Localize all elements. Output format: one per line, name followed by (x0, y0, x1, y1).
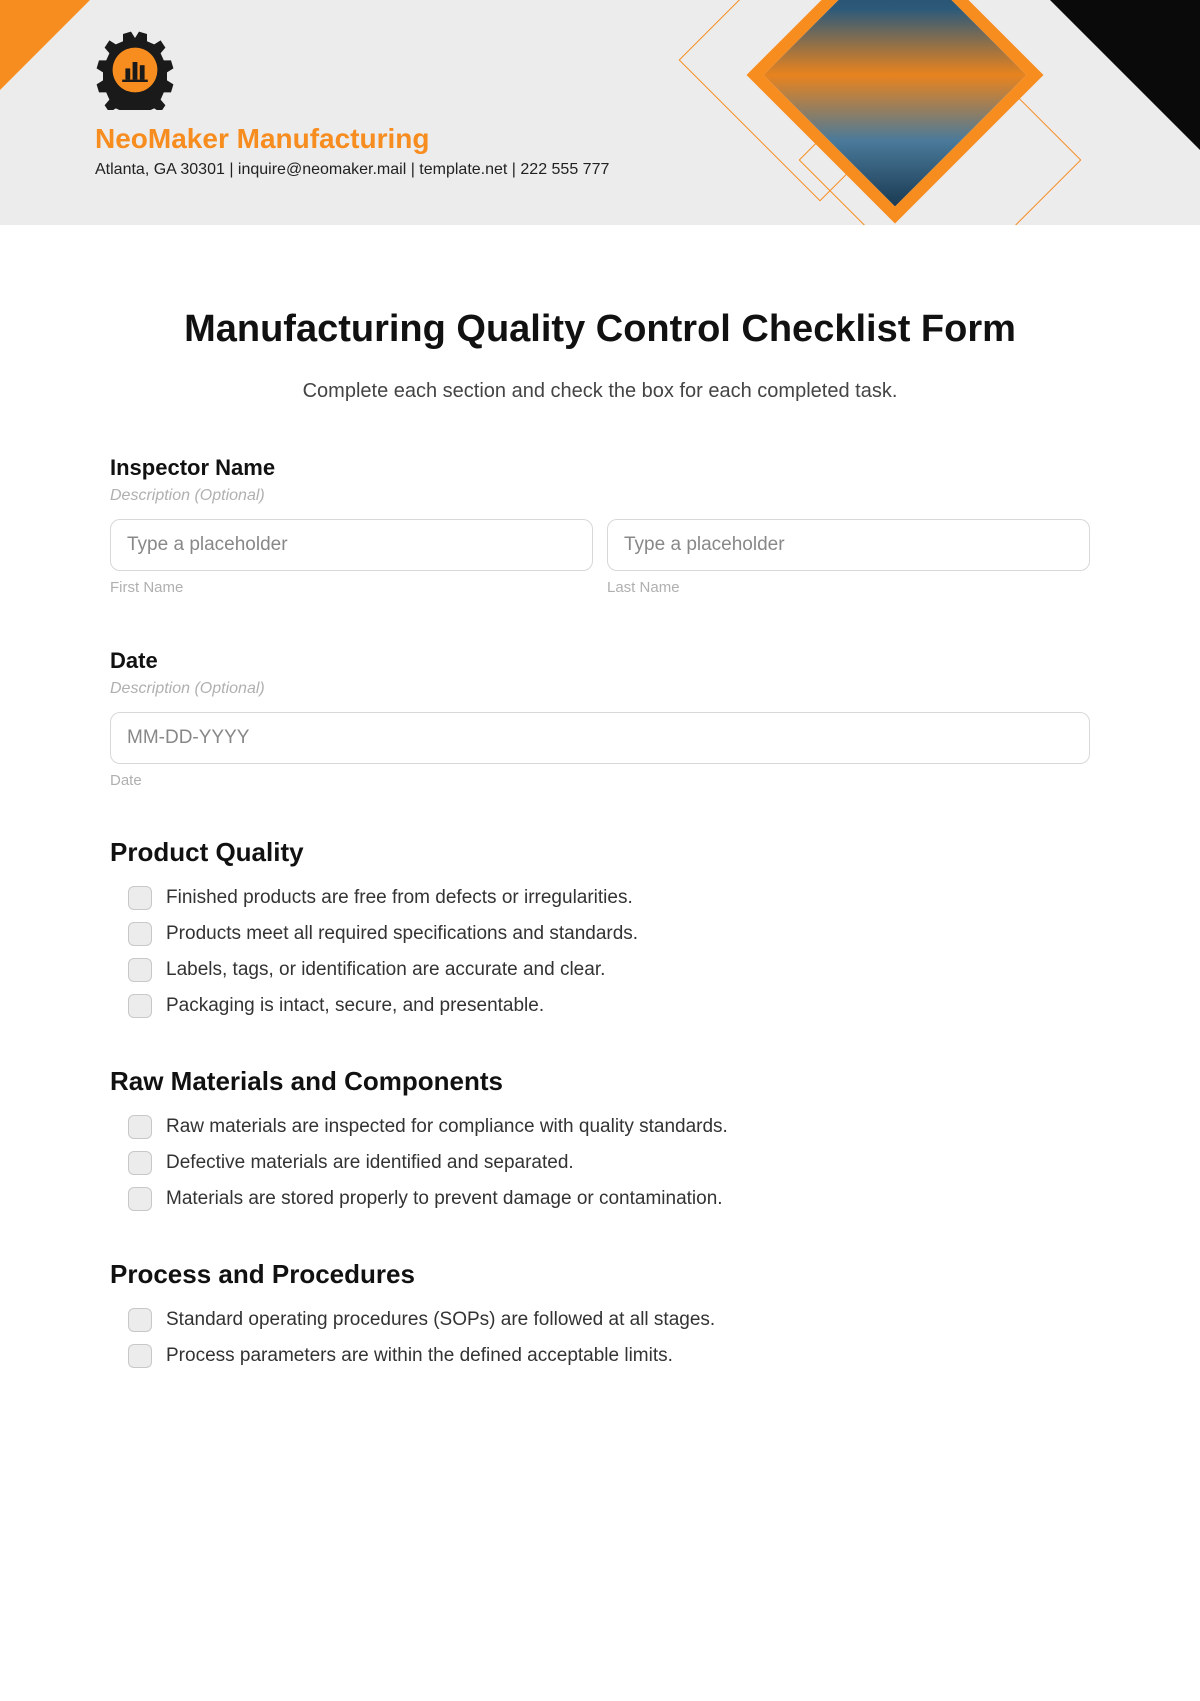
checklist-text: Packaging is intact, secure, and present… (166, 995, 544, 1017)
date-input[interactable] (110, 712, 1090, 764)
date-sublabel: Date (110, 772, 1090, 789)
logo-block: NeoMaker Manufacturing Atlanta, GA 30301… (95, 30, 609, 179)
checklist-item: Process parameters are within the define… (128, 1344, 1090, 1368)
product-quality-checklist: Finished products are free from defects … (110, 886, 1090, 1018)
form-content: Manufacturing Quality Control Checklist … (0, 225, 1200, 1420)
field-label: Date (110, 648, 1090, 674)
checklist-text: Process parameters are within the define… (166, 1345, 673, 1367)
decor-triangle-top-right (1050, 0, 1200, 150)
checklist-text: Labels, tags, or identification are accu… (166, 959, 605, 981)
checkbox[interactable] (128, 886, 152, 910)
checkbox[interactable] (128, 994, 152, 1018)
checklist-item: Standard operating procedures (SOPs) are… (128, 1308, 1090, 1332)
field-label: Inspector Name (110, 455, 1090, 481)
checklist-text: Products meet all required specification… (166, 923, 638, 945)
checklist-item: Raw materials are inspected for complian… (128, 1115, 1090, 1139)
section-title-product-quality: Product Quality (110, 837, 1090, 868)
checkbox[interactable] (128, 1151, 152, 1175)
checklist-text: Finished products are free from defects … (166, 887, 633, 909)
checkbox[interactable] (128, 922, 152, 946)
checkbox[interactable] (128, 958, 152, 982)
checkbox[interactable] (128, 1308, 152, 1332)
checkbox[interactable] (128, 1187, 152, 1211)
checklist-item: Materials are stored properly to prevent… (128, 1187, 1090, 1211)
decor-triangle-top-left (0, 0, 90, 90)
checklist-text: Standard operating procedures (SOPs) are… (166, 1309, 715, 1331)
checklist-text: Materials are stored properly to prevent… (166, 1188, 723, 1210)
checklist-item: Packaging is intact, secure, and present… (128, 994, 1090, 1018)
checklist-item: Defective materials are identified and s… (128, 1151, 1090, 1175)
header: NeoMaker Manufacturing Atlanta, GA 30301… (0, 0, 1200, 225)
checkbox[interactable] (128, 1115, 152, 1139)
raw-materials-checklist: Raw materials are inspected for complian… (110, 1115, 1090, 1211)
company-info: Atlanta, GA 30301 | inquire@neomaker.mai… (95, 161, 609, 179)
first-name-input[interactable] (110, 519, 593, 571)
checklist-item: Products meet all required specification… (128, 922, 1090, 946)
checklist-item: Labels, tags, or identification are accu… (128, 958, 1090, 982)
last-name-sublabel: Last Name (607, 579, 1090, 596)
section-title-process: Process and Procedures (110, 1259, 1090, 1290)
inspector-name-field: Inspector Name Description (Optional) Fi… (110, 455, 1090, 596)
form-subtitle: Complete each section and check the box … (110, 380, 1090, 403)
process-checklist: Standard operating procedures (SOPs) are… (110, 1308, 1090, 1368)
form-title: Manufacturing Quality Control Checklist … (110, 305, 1090, 354)
checklist-item: Finished products are free from defects … (128, 886, 1090, 910)
field-description: Description (Optional) (110, 487, 1090, 505)
checklist-text: Defective materials are identified and s… (166, 1152, 574, 1174)
first-name-sublabel: First Name (110, 579, 593, 596)
checkbox[interactable] (128, 1344, 152, 1368)
company-name: NeoMaker Manufacturing (95, 123, 609, 155)
section-title-raw-materials: Raw Materials and Components (110, 1066, 1090, 1097)
gear-logo-icon (95, 30, 175, 110)
field-description: Description (Optional) (110, 680, 1090, 698)
checklist-text: Raw materials are inspected for complian… (166, 1116, 728, 1138)
date-field: Date Description (Optional) Date (110, 648, 1090, 789)
last-name-input[interactable] (607, 519, 1090, 571)
